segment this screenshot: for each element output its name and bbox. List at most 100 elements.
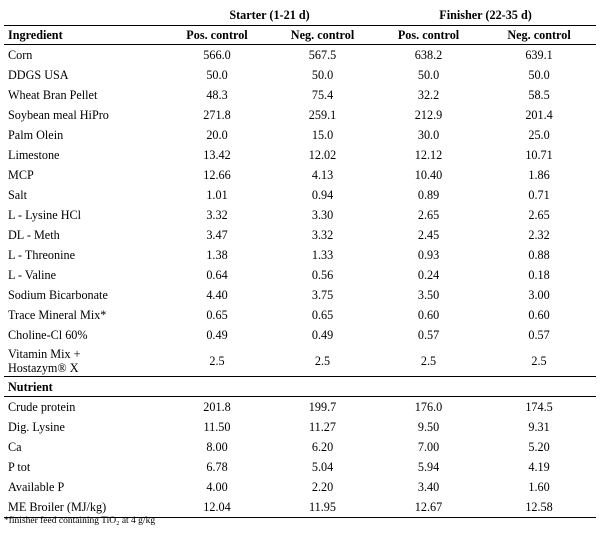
nutrient-row: Dig. Lysine 11.50 11.27 9.50 9.31 — [4, 417, 596, 437]
column-header-finisher-pos-control: Pos. control — [375, 25, 483, 45]
starter-pos-control-value: 0.64 — [206, 268, 228, 282]
row-label: L - Threonine — [8, 248, 76, 262]
table-footnote: *finisher feed containing TiO₂ at 4 g/kg — [4, 516, 156, 526]
finisher-pos-control-value: 3.40 — [417, 480, 440, 494]
row-label: Wheat Bran Pellet — [8, 88, 98, 102]
finisher-neg-control-value: 0.18 — [528, 268, 550, 282]
starter-neg-control-value: 259.1 — [308, 108, 337, 122]
nutrient-section-spacer — [164, 376, 270, 397]
nutrient-section-spacer — [375, 376, 483, 397]
finisher-pos-control-value: 12.67 — [375, 497, 483, 518]
finisher-pos-control-value: 0.60 — [417, 308, 440, 322]
starter-neg-control-value: 0.56 — [311, 268, 334, 282]
finisher-pos-control-value: 2.45 — [417, 228, 440, 242]
starter-neg-control-value: 75.4 — [311, 88, 334, 102]
starter-pos-control-value: 12.04 — [164, 497, 270, 518]
row-label: Vitamin Mix + Hostazym® X — [8, 346, 81, 375]
finisher-neg-control-value: 0.60 — [528, 308, 550, 322]
starter-pos-control-value: 4.40 — [206, 288, 228, 302]
ingredient-row: Wheat Bran Pellet 48.3 75.4 32.2 58.5 — [4, 85, 596, 105]
starter-neg-control-value: 567.5 — [308, 48, 337, 62]
finisher-neg-control-value: 0.57 — [528, 328, 550, 342]
finisher-pos-control-value: 7.00 — [417, 440, 440, 454]
ingredient-row: MCP 12.66 4.13 10.40 1.86 — [4, 165, 596, 185]
starter-pos-control-value: 2.5 — [209, 353, 225, 368]
nutrient-section-heading: Nutrient — [4, 376, 164, 397]
starter-neg-control-value: 2.5 — [314, 353, 331, 368]
starter-neg-control-value: 2.20 — [311, 480, 334, 494]
row-label: Corn — [8, 48, 33, 62]
ingredient-row: L - Threonine 1.38 1.33 0.93 0.88 — [4, 245, 596, 265]
starter-pos-control-value: 50.0 — [206, 68, 228, 82]
ingredient-row: Choline-Cl 60% 0.49 0.49 0.57 0.57 — [4, 325, 596, 345]
starter-pos-control-value: 0.49 — [206, 328, 228, 342]
starter-pos-control-value: 566.0 — [203, 48, 231, 62]
finisher-pos-control-value: 0.89 — [417, 188, 440, 202]
finisher-pos-control-value: 0.93 — [417, 248, 440, 262]
finisher-pos-control-value: 2.5 — [420, 353, 437, 368]
ingredient-row: L - Valine 0.64 0.56 0.24 0.18 — [4, 265, 596, 285]
starter-neg-control-value: 4.13 — [311, 168, 334, 182]
diet-composition-table: Starter (1-21 d) Finisher (22-35 d) Ingr… — [4, 5, 597, 518]
starter-pos-control-value: 48.3 — [206, 88, 228, 102]
starter-neg-control-value: 6.20 — [311, 440, 334, 454]
ingredient-row: DDGS USA 50.0 50.0 50.0 50.0 — [4, 65, 596, 85]
starter-pos-control-value: 8.00 — [206, 440, 228, 454]
ingredient-row: Corn 566.0 567.5 638.2 639.1 — [4, 45, 596, 66]
row-label: P tot — [8, 460, 31, 474]
finisher-neg-control-value: 2.65 — [528, 208, 550, 222]
finisher-neg-control-value: 5.20 — [528, 440, 550, 454]
finisher-pos-control-value: 50.0 — [417, 68, 440, 82]
starter-neg-control-value: 3.30 — [311, 208, 334, 222]
group-header-spacer — [4, 5, 164, 26]
finisher-pos-control-value: 176.0 — [414, 400, 443, 414]
starter-pos-control-value: 11.50 — [203, 420, 231, 434]
ingredient-row: Palm Olein 20.0 15.0 30.0 25.0 — [4, 125, 596, 145]
starter-pos-control-value: 4.00 — [206, 480, 228, 494]
starter-neg-control-value: 5.04 — [311, 460, 334, 474]
group-header-row: Starter (1-21 d) Finisher (22-35 d) — [4, 5, 596, 26]
nutrient-row: P tot 6.78 5.04 5.94 4.19 — [4, 457, 596, 477]
starter-neg-control-value: 199.7 — [308, 400, 337, 414]
row-label: Limestone — [8, 148, 60, 162]
finisher-neg-control-value: 3.00 — [528, 288, 550, 302]
row-label: Available P — [8, 480, 65, 494]
finisher-neg-control-value: 9.31 — [528, 420, 550, 434]
finisher-pos-control-value: 5.94 — [417, 460, 440, 474]
column-header-ingredient: Ingredient — [4, 25, 164, 45]
starter-neg-control-value: 11.95 — [270, 497, 376, 518]
nutrient-row: ME Broiler (MJ/kg) 12.04 11.95 12.67 12.58 — [4, 497, 597, 518]
starter-pos-control-value: 0.65 — [206, 308, 228, 322]
finisher-pos-control-value: 9.50 — [417, 420, 440, 434]
row-label: DDGS USA — [8, 68, 69, 82]
starter-pos-control-value: 3.32 — [206, 208, 228, 222]
nutrient-section-spacer — [482, 376, 597, 397]
column-header-starter-neg-control: Neg. control — [270, 25, 376, 45]
nutrient-section-row: Nutrient — [4, 376, 597, 397]
row-label: Dig. Lysine — [8, 420, 65, 434]
row-label: MCP — [8, 168, 34, 182]
row-label: Ca — [8, 440, 22, 454]
ingredient-row: DL - Meth 3.47 3.32 2.45 2.32 — [4, 225, 596, 245]
finisher-neg-control-value: 201.4 — [525, 108, 553, 122]
finisher-neg-control-value: 174.5 — [525, 400, 553, 414]
finisher-pos-control-value: 212.9 — [414, 108, 443, 122]
finisher-neg-control-value: 2.32 — [528, 228, 550, 242]
finisher-neg-control-value: 25.0 — [528, 128, 550, 142]
finisher-pos-control-value: 3.50 — [417, 288, 440, 302]
finisher-pos-control-value: 2.65 — [417, 208, 440, 222]
finisher-neg-control-value: 1.86 — [528, 168, 550, 182]
row-label: Palm Olein — [8, 128, 64, 142]
ingredient-row: L - Lysine HCl 3.32 3.30 2.65 2.65 — [4, 205, 596, 225]
nutrient-row: Ca 8.00 6.20 7.00 5.20 — [4, 437, 596, 457]
ingredient-row: Salt 1.01 0.94 0.89 0.71 — [4, 185, 596, 205]
starter-pos-control-value: 20.0 — [206, 128, 228, 142]
starter-pos-control-value: 271.8 — [203, 108, 231, 122]
finisher-neg-control-value: 10.71 — [525, 148, 553, 162]
starter-neg-control-value: 12.02 — [308, 148, 337, 162]
finisher-neg-control-value: 12.58 — [482, 497, 597, 518]
finisher-pos-control-value: 638.2 — [414, 48, 443, 62]
ingredient-row: Limestone 13.42 12.02 12.12 10.71 — [4, 145, 596, 165]
row-label: DL - Meth — [8, 228, 60, 242]
